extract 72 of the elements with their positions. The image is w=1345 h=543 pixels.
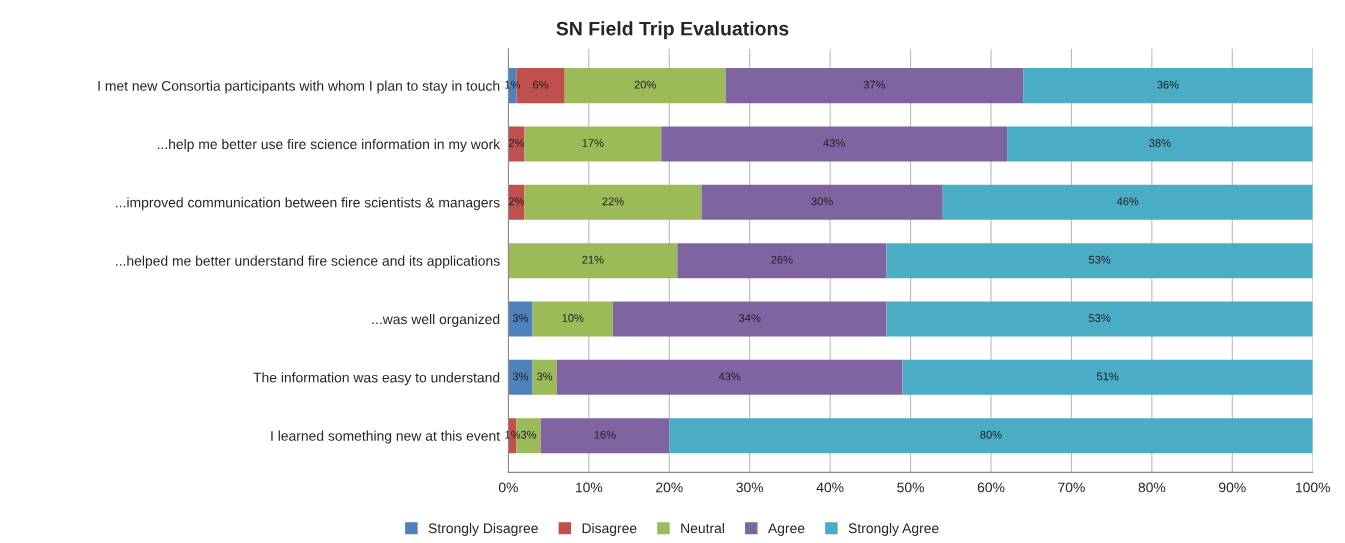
- data-label: 21%: [582, 255, 604, 264]
- data-label: 51%: [1096, 372, 1119, 381]
- data-label: 16%: [594, 430, 616, 439]
- bar: [532, 359, 557, 395]
- x-tick-label: 60%: [977, 482, 1005, 493]
- data-label: 53%: [1088, 314, 1111, 322]
- data-label: 36%: [1157, 80, 1179, 89]
- data-label: 3%: [537, 372, 553, 381]
- bar: [677, 243, 887, 279]
- x-tick-label: 90%: [1219, 482, 1246, 493]
- bar: [524, 184, 702, 220]
- data-label: 22%: [602, 197, 624, 206]
- y-tick-label: I learned something new at this event: [271, 430, 500, 444]
- x-tick-label: 70%: [1058, 482, 1085, 493]
- bar: [564, 68, 726, 104]
- x-tick-label: 0%: [498, 482, 518, 493]
- data-label: 3%: [512, 372, 529, 381]
- y-tick-label: The information was easy to understand: [253, 372, 500, 386]
- bar: [1007, 126, 1313, 162]
- bar: [532, 301, 613, 337]
- x-tick-label: 30%: [736, 482, 764, 493]
- data-label: 10%: [562, 314, 584, 322]
- bar: [1023, 68, 1313, 104]
- data-label: 2%: [508, 139, 525, 147]
- x-tick-label: 80%: [1138, 482, 1166, 493]
- data-label: 43%: [823, 139, 845, 147]
- chart-title: SN Field Trip Evaluations: [556, 21, 789, 40]
- y-tick-label: I met new Consortia participants with whom I plan to stay in touch: [98, 80, 500, 94]
- bar: [612, 301, 887, 337]
- legend-label: Strongly Agree: [848, 522, 939, 536]
- bar: [661, 126, 1008, 162]
- data-label: 20%: [634, 80, 656, 89]
- data-label: 3%: [512, 314, 529, 322]
- data-label: 34%: [739, 314, 761, 322]
- y-tick-label: ...improved communication between fire scientists & managers: [116, 197, 500, 211]
- data-label: 38%: [1149, 139, 1171, 147]
- bar: [508, 359, 533, 395]
- bar: [669, 418, 1313, 454]
- data-label: 46%: [1116, 197, 1139, 206]
- data-label: 3%: [520, 430, 537, 439]
- data-label: 30%: [811, 197, 833, 206]
- data-label: 43%: [718, 372, 741, 381]
- bar: [524, 126, 662, 162]
- legend-label: Agree: [767, 523, 805, 536]
- x-tick-label: 10%: [576, 482, 603, 493]
- bar: [540, 418, 670, 454]
- y-tick-label: ...helped me better understand fire science and its applications: [116, 255, 500, 269]
- bar: [508, 301, 533, 337]
- data-label: 80%: [980, 430, 1002, 439]
- y-tick-label: ...was well organized: [372, 313, 500, 327]
- legend-label: Strongly Disagree: [428, 522, 538, 536]
- data-label: 53%: [1088, 255, 1111, 264]
- data-label: 37%: [863, 80, 886, 89]
- x-tick-label: 40%: [816, 482, 844, 493]
- data-label: 26%: [771, 255, 793, 264]
- data-label: 17%: [582, 139, 604, 147]
- bar: [886, 243, 1313, 279]
- legend-label: Disagree: [582, 522, 637, 536]
- bar: [942, 184, 1313, 220]
- legend-label: Neutral: [681, 522, 724, 534]
- bar: [725, 68, 1024, 104]
- y-tick-label: ...help me better use fire science information in my work: [157, 138, 501, 152]
- data-label: 6%: [533, 80, 549, 89]
- data-label: 2%: [508, 197, 525, 206]
- bar: [886, 301, 1313, 337]
- bar: [902, 359, 1313, 395]
- x-tick-label: 20%: [656, 482, 683, 493]
- x-tick-label: 50%: [897, 482, 924, 493]
- bar: [508, 243, 678, 279]
- bar: [701, 184, 943, 220]
- x-tick-label: 100%: [1296, 482, 1330, 493]
- bar: [556, 359, 903, 395]
